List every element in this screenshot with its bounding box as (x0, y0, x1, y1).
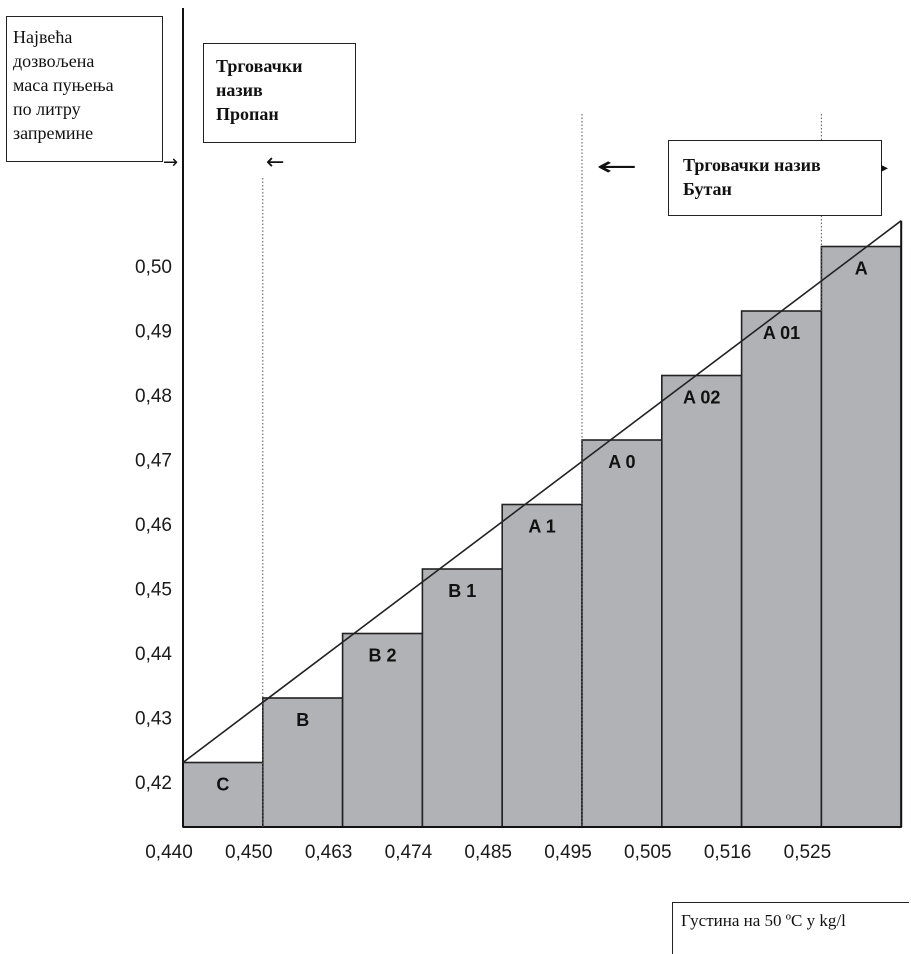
bar-label: B 1 (448, 581, 476, 601)
bar-label: B (296, 710, 309, 730)
bars-group: C B B 2 B 1 A 1 A 0 A 02 A 01 A (182, 245, 903, 828)
bar (660, 374, 743, 828)
arrow-left-long-icon: ← (596, 152, 638, 182)
y-tick-label: 0,42 (135, 773, 172, 794)
bar-label: A 0 (608, 452, 635, 472)
bar-label: A 01 (763, 323, 800, 343)
y-tick-label: 0,48 (135, 386, 172, 407)
propane-label-line: Пропан (216, 104, 279, 124)
arrow-left-icon: ← (266, 150, 285, 175)
propane-label-box: Трговачки назив Пропан (203, 43, 356, 143)
y-tick-label: 0,49 (135, 321, 172, 342)
propane-label-line: Трговачки (216, 56, 303, 76)
y-axis-label-line: Највећа (13, 27, 73, 47)
bar-label: B 2 (368, 646, 396, 666)
x-tick-label: 0,495 (544, 842, 592, 863)
bar (501, 503, 583, 828)
bar (820, 245, 903, 828)
y-tick-label: 0,43 (135, 708, 172, 729)
y-axis-label-line: маса пуњења (13, 75, 114, 95)
butane-label-line: Бутан (683, 179, 732, 199)
y-tick-label: 0,46 (135, 515, 172, 536)
x-tick-label: 0,463 (305, 842, 353, 863)
butane-label-box: Трговачки назив Бутан (668, 140, 882, 216)
bar (581, 439, 663, 828)
arrow-right-small-icon: ▸ (881, 160, 889, 176)
bar (341, 632, 424, 828)
bar (421, 568, 503, 828)
x-axis-label: Густина на 50 ºC у kg/l (681, 911, 846, 930)
butane-label-line: Трговачки назив (683, 155, 821, 175)
x-axis-label-box: Густина на 50 ºC у kg/l (672, 902, 909, 954)
ticks-group: 0,42 0,43 0,44 0,45 0,46 0,47 0,48 0,49 0,50 0,44… (135, 257, 831, 863)
y-axis-label-line: запремине (13, 123, 94, 143)
x-tick-label: 0,525 (784, 842, 832, 863)
bar-label: A 02 (683, 388, 720, 408)
y-axis-label-box: Највећа дозвољена маса пуњења по литру з… (6, 16, 163, 162)
bar-label: C (216, 775, 229, 795)
bar (740, 310, 823, 828)
x-tick-label: 0,516 (704, 842, 752, 863)
y-tick-label: 0,44 (135, 644, 172, 665)
x-tick-label: 0,450 (225, 842, 273, 863)
y-tick-label: 0,47 (135, 450, 172, 471)
bar-label: A 1 (528, 517, 555, 537)
bar (182, 761, 264, 828)
propane-label-line: назив (216, 80, 263, 100)
x-tick-label: 0,485 (464, 842, 512, 863)
diagonal-line (182, 220, 902, 764)
x-tick-label: 0,440 (145, 842, 193, 863)
bar-label: A (855, 259, 868, 279)
overlay-group (182, 8, 903, 828)
y-tick-label: 0,45 (135, 579, 172, 600)
y-tick-label: 0,50 (135, 257, 172, 278)
arrow-right-icon: → (163, 152, 179, 173)
x-tick-label: 0,505 (624, 842, 672, 863)
x-tick-label: 0,474 (385, 842, 433, 863)
y-axis-label-line: дозвољена (13, 51, 95, 71)
y-axis-label-line: по литру (13, 99, 81, 119)
